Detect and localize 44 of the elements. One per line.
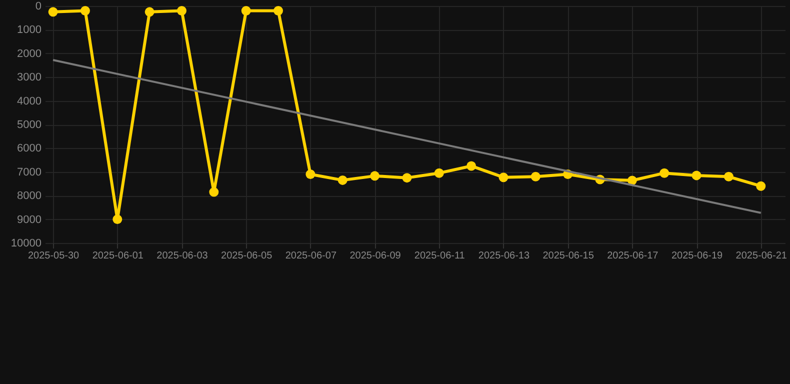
x-tick-label: 2025-06-21 [736,250,788,262]
y-tick-label: 1000 [17,24,42,36]
y-tick-label: 5000 [17,119,42,131]
y-tick-label: 6000 [17,142,42,155]
point [466,161,476,171]
y-tick-label: 3000 [17,72,42,84]
point [402,173,412,183]
point [274,6,284,16]
point [498,172,508,182]
x-tick-label: 2025-06-07 [285,250,337,262]
x-tick-label: 2025-06-13 [478,250,530,262]
point [692,170,702,180]
point [627,176,637,186]
point [144,7,154,17]
y-tick-label: 7000 [17,166,42,178]
y-tick-label: 4000 [17,95,42,108]
point [530,172,540,182]
point [306,170,316,180]
point [241,6,251,16]
x-tick-label: 2025-06-17 [607,250,659,262]
y-tick-label: 8000 [17,190,42,202]
point [434,168,444,178]
x-tick-label: 2025-06-15 [542,250,594,262]
x-tick-label: 2025-05-30 [28,250,80,262]
point [176,6,186,16]
point [48,7,58,17]
point [338,175,348,185]
point [80,6,90,16]
point [660,168,670,178]
x-tick-label: 2025-06-05 [221,250,273,262]
point [756,181,766,191]
x-tick-label: 2025-06-09 [350,250,402,262]
point [370,171,380,181]
y-tick-label: 0 [35,0,42,12]
y-tick-label: 2000 [17,48,42,60]
y-tick-label: 10000 [10,238,42,250]
y-tick-label: 9000 [17,214,42,226]
x-tick-label: 2025-06-01 [92,250,144,262]
x-tick-label: 2025-06-03 [156,250,208,262]
x-tick-label: 2025-06-19 [671,250,724,262]
point [724,172,734,182]
point [112,214,122,224]
x-tick-label: 2025-06-11 [414,250,466,262]
point [209,187,219,197]
